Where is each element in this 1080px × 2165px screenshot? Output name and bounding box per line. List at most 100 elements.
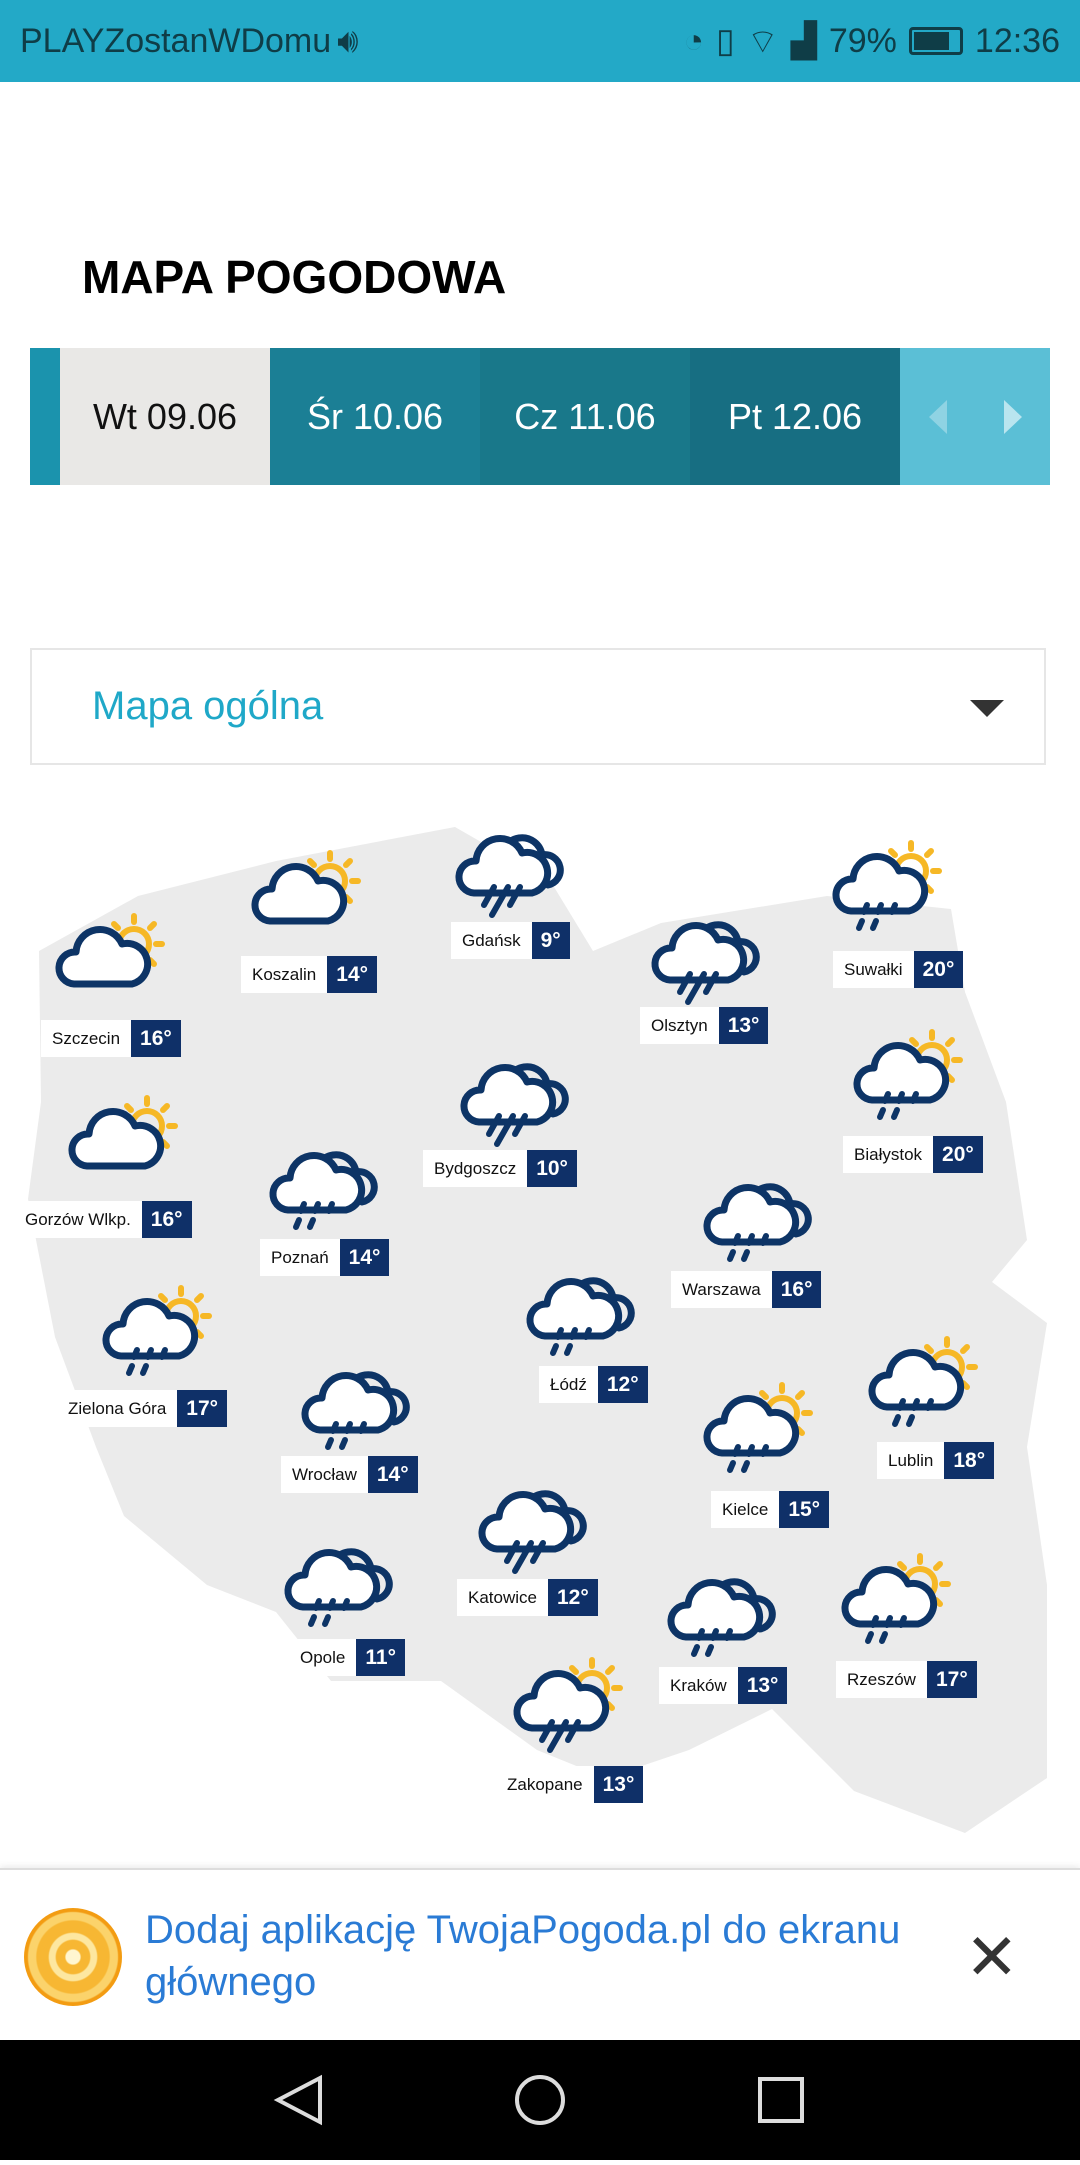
add-to-home-banner[interactable]: Dodaj aplikację TwojaPogoda.pl do ekranu… xyxy=(0,1868,1080,2040)
city-temp: 16° xyxy=(771,1271,822,1308)
city-label[interactable]: Kraków 13° xyxy=(659,1667,788,1704)
tab-day-4[interactable]: Pt 12.06 xyxy=(690,348,900,485)
rain-icon xyxy=(707,1187,808,1259)
city-name: Opole xyxy=(289,1639,357,1676)
city-name: Gorzów Wlkp. xyxy=(14,1201,142,1238)
heavy-rain-icon xyxy=(482,1494,583,1571)
cloud-sun-icon xyxy=(59,916,162,984)
heavy-rain-icon xyxy=(459,838,560,915)
carrier-name: PLAYZostanWDomu xyxy=(20,21,332,60)
city-name: Szczecin xyxy=(41,1020,132,1057)
tab-arrows xyxy=(900,348,1050,485)
city-label[interactable]: Zielona Góra 17° xyxy=(57,1390,228,1427)
city-temp: 9° xyxy=(531,922,570,959)
city-label[interactable]: Warszawa 16° xyxy=(671,1271,822,1308)
battery-icon xyxy=(908,27,963,55)
city-temp: 14° xyxy=(339,1239,390,1276)
rain-icon xyxy=(530,1281,631,1353)
city-temp: 17° xyxy=(926,1661,977,1698)
home-icon[interactable] xyxy=(515,2075,565,2125)
tab-day-3[interactable]: Cz 11.06 xyxy=(480,348,690,485)
back-icon[interactable] xyxy=(273,2074,322,2126)
city-label[interactable]: Szczecin 16° xyxy=(41,1020,181,1057)
city-name: Katowice xyxy=(457,1579,548,1616)
volume-icon: 🔊︎ xyxy=(337,21,359,60)
city-label[interactable]: Suwałki 20° xyxy=(833,951,964,988)
city-temp: 13° xyxy=(593,1766,644,1803)
city-label[interactable]: Łódź 12° xyxy=(539,1366,648,1403)
rain-icon xyxy=(305,1375,406,1447)
sun-rain-icon xyxy=(872,1339,975,1424)
sun-rain-icon xyxy=(707,1385,810,1470)
city-name: Wrocław xyxy=(281,1456,368,1493)
sun-rain-icon xyxy=(845,1556,948,1641)
battery-percent: 79% xyxy=(828,21,897,60)
tab-day-2[interactable]: Śr 10.06 xyxy=(270,348,480,485)
city-label[interactable]: Białystok 20° xyxy=(843,1136,983,1173)
sun-rain-icon xyxy=(836,843,939,928)
heavy-rain-icon xyxy=(464,1067,565,1144)
city-temp: 14° xyxy=(327,956,378,993)
chevron-down-icon xyxy=(970,700,1004,717)
status-bar: PLAYZostanWDomu 🔊︎ ◔ ▯ ⌔ ▟ 79% 12:36 xyxy=(0,0,1080,82)
city-temp: 13° xyxy=(718,1007,769,1044)
map-type-value: Mapa ogólna xyxy=(92,684,324,728)
heavy-rain-icon xyxy=(655,925,756,1002)
tab-day-1[interactable]: Wt 09.06 xyxy=(60,348,270,485)
city-label[interactable]: Bydgoszcz 10° xyxy=(423,1150,577,1187)
city-label[interactable]: Katowice 12° xyxy=(457,1579,598,1616)
arrow-left-icon[interactable] xyxy=(928,399,947,434)
city-label[interactable]: Gdańsk 9° xyxy=(451,922,570,959)
city-name: Zakopane xyxy=(496,1766,594,1803)
data-saver-icon: ◔ xyxy=(683,21,704,60)
app-logo-icon xyxy=(24,1908,122,2006)
city-label[interactable]: Kielce 15° xyxy=(711,1491,830,1528)
city-label[interactable]: Wrocław 14° xyxy=(281,1456,418,1493)
city-label[interactable]: Koszalin 14° xyxy=(241,956,378,993)
city-label[interactable]: Opole 11° xyxy=(289,1639,405,1676)
city-name: Rzeszów xyxy=(836,1661,927,1698)
wifi-icon: ⌔ xyxy=(746,22,779,61)
sun-rain-icon xyxy=(106,1288,209,1373)
city-name: Gdańsk xyxy=(451,922,532,959)
page-title: MAPA POGODOWA xyxy=(82,251,507,303)
city-temp: 18° xyxy=(944,1442,995,1479)
city-name: Zielona Góra xyxy=(57,1390,178,1427)
city-name: Kraków xyxy=(659,1667,738,1704)
arrow-right-icon[interactable] xyxy=(1003,399,1022,434)
city-temp: 13° xyxy=(737,1667,788,1704)
city-label[interactable]: Poznań 14° xyxy=(260,1239,390,1276)
city-temp: 17° xyxy=(177,1390,228,1427)
sun-heavy-rain-icon xyxy=(517,1660,620,1750)
banner-text[interactable]: Dodaj aplikację TwojaPogoda.pl do ekranu… xyxy=(145,1908,901,2004)
city-temp: 16° xyxy=(141,1201,192,1238)
city-temp: 20° xyxy=(933,1136,983,1173)
city-label[interactable]: Zakopane 13° xyxy=(496,1766,644,1803)
city-name: Bydgoszcz xyxy=(423,1150,528,1187)
city-temp: 15° xyxy=(779,1491,830,1528)
city-name: Koszalin xyxy=(241,956,328,993)
city-name: Kielce xyxy=(711,1491,780,1528)
navigation-bar xyxy=(0,2040,1080,2160)
rain-icon xyxy=(671,1582,772,1654)
cloud-sun-icon xyxy=(255,853,358,921)
city-name: Białystok xyxy=(843,1136,934,1173)
recents-icon[interactable] xyxy=(758,2077,804,2123)
city-temp: 11° xyxy=(356,1639,405,1676)
city-label[interactable]: Olsztyn 13° xyxy=(640,1007,769,1044)
city-temp: 12° xyxy=(547,1579,598,1616)
city-name: Poznań xyxy=(260,1239,340,1276)
map-type-select[interactable]: Mapa ogólna xyxy=(30,648,1046,765)
city-temp: 20° xyxy=(913,951,964,988)
city-name: Suwałki xyxy=(833,951,914,988)
city-label[interactable]: Gorzów Wlkp. 16° xyxy=(14,1201,192,1238)
city-name: Warszawa xyxy=(671,1271,772,1308)
city-label[interactable]: Rzeszów 17° xyxy=(836,1661,977,1698)
close-icon[interactable]: ✕ xyxy=(965,1921,1019,1993)
rain-icon xyxy=(288,1552,389,1624)
day-tabs: Wt 09.06 Śr 10.06 Cz 11.06 Pt 12.06 xyxy=(30,348,1050,485)
clock: 12:36 xyxy=(974,21,1060,60)
city-label[interactable]: Lublin 18° xyxy=(877,1442,995,1479)
city-temp: 12° xyxy=(597,1366,648,1403)
